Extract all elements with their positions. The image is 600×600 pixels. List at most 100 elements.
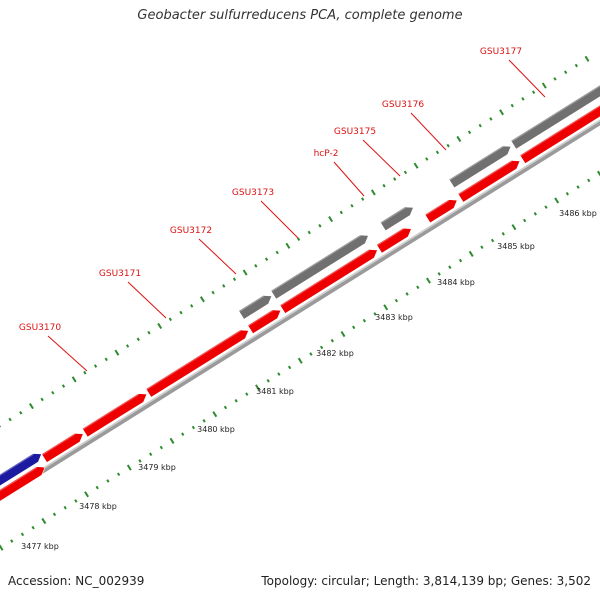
label-leader-line: [198, 238, 237, 275]
outer-tick: [370, 189, 376, 196]
outer-tick: [393, 177, 397, 181]
inner-tick: [544, 205, 548, 209]
inner-tick: [405, 292, 409, 296]
inner-tick: [255, 384, 260, 391]
cds-arrow: [81, 393, 148, 438]
cds-arrow-highlight: [280, 249, 370, 307]
inner-tick: [245, 392, 249, 396]
outer-tick: [510, 103, 514, 108]
cds-arrow: [0, 466, 46, 515]
cds-arrow-highlight: [458, 160, 513, 196]
outer-tick: [19, 410, 23, 415]
gene-label: GSU3170: [19, 323, 61, 333]
kbp-label: 3482 kbp: [316, 349, 354, 358]
outer-tick: [350, 203, 354, 208]
label-leader-line: [508, 59, 546, 98]
inner-tick: [138, 459, 142, 463]
kbp-label: 3483 kbp: [375, 313, 413, 322]
label-leader-line: [127, 281, 167, 319]
gene-label: GSU3171: [99, 269, 141, 279]
gene-label: GSU3172: [170, 226, 212, 236]
inner-tick: [84, 491, 89, 498]
accession-text: Accession: NC_002939: [8, 574, 145, 588]
inner-tick: [287, 365, 292, 370]
inner-tick: [309, 352, 313, 356]
inner-tick: [416, 285, 420, 290]
outer-tick: [242, 269, 248, 276]
outer-tick: [0, 424, 2, 428]
other-strand-gene-highlight: [380, 207, 406, 224]
inner-tick: [448, 265, 452, 270]
outer-tick: [285, 242, 291, 249]
kbp-label: 3480 kbp: [197, 425, 235, 434]
inner-tick: [340, 330, 346, 338]
cds-arrow-highlight: [425, 200, 450, 216]
outer-tick: [318, 223, 322, 228]
inner-tick: [266, 378, 270, 383]
outer-tick: [553, 77, 557, 81]
label-leader-line: [362, 139, 401, 177]
inner-tick: [31, 525, 35, 530]
map-title: Geobacter sulfurreducens PCA, complete g…: [137, 8, 463, 23]
inner-tick: [480, 245, 484, 250]
outer-tick: [136, 337, 140, 342]
inner-tick: [169, 437, 175, 444]
inner-tick: [587, 178, 591, 183]
features: [0, 63, 600, 515]
outer-tick: [222, 284, 226, 288]
gene-label: GSU3175: [334, 127, 376, 137]
outer-tick: [51, 390, 55, 395]
inner-tick: [106, 479, 110, 483]
outer-tick: [61, 384, 66, 388]
blue-feature: [0, 453, 43, 493]
outer-tick: [478, 123, 482, 128]
label-leader-line: [260, 200, 299, 239]
gene-label: GSU3177: [480, 47, 522, 57]
outer-tick: [339, 210, 343, 215]
inner-tick: [63, 505, 67, 510]
outer-tick: [361, 197, 365, 201]
kbp-label: 3479 kbp: [138, 463, 176, 472]
cds-arrow-highlight: [41, 433, 76, 456]
outer-tick: [264, 257, 269, 261]
cds-arrow: [457, 160, 521, 203]
cds-arrow: [247, 309, 282, 335]
cds-arrow-highlight: [376, 228, 404, 246]
cds-arrow: [145, 329, 250, 398]
inner-tick: [116, 472, 121, 477]
outer-tick: [435, 150, 440, 155]
label-leader-line: [47, 335, 88, 372]
inner-tick: [330, 338, 334, 343]
outer-tick: [489, 117, 493, 121]
inner-tick: [501, 232, 505, 236]
outer-tick: [179, 310, 183, 315]
other-strand-gene: [510, 63, 600, 150]
inner-tick: [212, 411, 218, 418]
outer-tick: [574, 63, 579, 68]
inner-tick: [383, 304, 389, 311]
kbp-labels: 3477 kbp 3478 kbp 3479 kbp 3480 kbp 3481 kbp…: [21, 209, 597, 551]
inner-tick: [223, 405, 228, 410]
inner-tick: [458, 258, 463, 263]
kbp-label: 3478 kbp: [79, 502, 117, 511]
inner-tick: [181, 432, 185, 436]
inner-tick: [159, 445, 163, 450]
cds-arrow-highlight: [82, 394, 140, 430]
inner-tick: [234, 398, 238, 403]
outer-tick: [446, 143, 450, 148]
outer-tick: [232, 277, 237, 282]
inner-tick: [437, 272, 441, 276]
other-strand-gene-highlight: [271, 235, 361, 292]
inner-tick: [596, 170, 600, 177]
kbp-label: 3485 kbp: [497, 242, 535, 251]
cds-arrow-highlight: [247, 310, 274, 327]
inner-tick: [0, 544, 4, 551]
inner-tick: [565, 191, 570, 196]
other-strand-gene: [238, 295, 273, 320]
outer-tick: [328, 216, 334, 223]
outer-tick: [541, 82, 547, 89]
outer-tick: [467, 130, 472, 135]
outer-tick: [168, 317, 172, 322]
gene-label: hcP-2: [314, 149, 339, 159]
